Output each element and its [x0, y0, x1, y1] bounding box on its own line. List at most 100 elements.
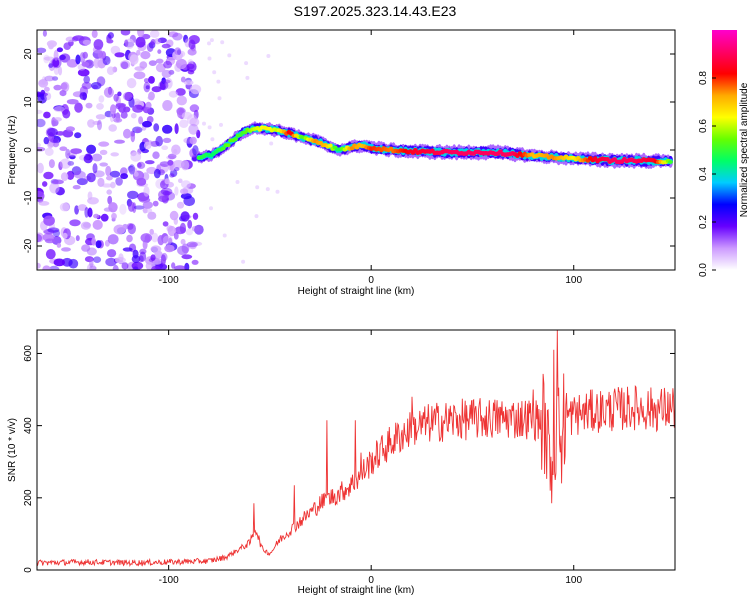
- noise-blob: [192, 145, 199, 156]
- noise-blob: [191, 156, 199, 162]
- noise-blob: [99, 162, 108, 167]
- noise-blob: [91, 153, 103, 162]
- noise-blob: [96, 76, 106, 87]
- noise-blob: [122, 247, 133, 252]
- colorbar: 0.0 0.2 0.4 0.6 0.8 Normalized spectral ampl…: [698, 30, 750, 277]
- y-tick-label: 0: [23, 567, 34, 573]
- colorbar-ticks: 0.0 0.2 0.4 0.6 0.8: [698, 71, 716, 277]
- snr-series: [37, 330, 675, 568]
- noise-blob: [81, 81, 92, 90]
- noise-blob: [161, 145, 169, 150]
- noise-blob: [43, 92, 52, 101]
- noise-blob: [130, 131, 136, 143]
- noise-blob: [216, 79, 221, 84]
- noise-blob: [171, 262, 176, 269]
- noise-blob: [183, 80, 194, 86]
- noise-blob: [114, 139, 125, 144]
- noise-blob: [162, 235, 173, 245]
- noise-blob: [138, 255, 144, 263]
- noise-blob: [44, 238, 56, 244]
- noise-blob: [51, 179, 64, 185]
- noise-blob: [107, 195, 113, 205]
- y-tick-label: 10: [23, 96, 34, 108]
- noise-blob: [188, 123, 199, 135]
- noise-blob: [89, 257, 94, 268]
- noise-blob: [128, 167, 138, 174]
- x-tick-label: 100: [565, 275, 582, 286]
- noise-blob: [145, 101, 152, 109]
- noise-blob: [140, 233, 153, 243]
- noise-blob: [133, 71, 146, 80]
- noise-blob: [53, 106, 65, 113]
- noise-blob: [162, 221, 169, 227]
- noise-blob: [82, 222, 92, 228]
- noise-blob: [51, 235, 62, 245]
- noise-blob: [58, 161, 63, 171]
- noise-blob: [124, 39, 129, 47]
- noise-blob: [119, 203, 127, 215]
- noise-blob: [137, 30, 145, 38]
- noise-blob: [189, 136, 197, 145]
- noise-blob: [110, 45, 121, 55]
- noise-blob: [43, 54, 50, 64]
- noise-blob: [176, 201, 185, 209]
- noise-blob: [143, 81, 151, 93]
- noise-blob: [87, 191, 93, 200]
- noise-blob: [117, 91, 122, 97]
- snr-xlabel: Height of straight line (km): [298, 585, 415, 596]
- ridge-cell: [668, 160, 673, 164]
- noise-blob: [174, 186, 179, 196]
- noise-blob: [91, 237, 97, 246]
- noise-blob: [93, 39, 104, 50]
- noise-blob: [43, 171, 54, 180]
- noise-blob: [220, 40, 225, 45]
- noise-blob: [160, 187, 173, 196]
- noise-blob: [130, 112, 137, 119]
- x-tick-label: 0: [368, 275, 374, 286]
- noise-blob: [59, 158, 71, 169]
- noise-blob: [131, 255, 141, 264]
- noise-blob: [180, 211, 190, 222]
- noise-blob: [62, 232, 68, 239]
- noise-blob: [116, 102, 126, 108]
- noise-blob: [157, 235, 165, 246]
- noise-blob: [150, 245, 162, 253]
- noise-blob: [269, 141, 274, 146]
- noise-blob: [59, 90, 67, 97]
- noise-blob: [83, 154, 93, 164]
- noise-blob: [92, 163, 98, 174]
- spectrogram-xlabel: Height of straight line (km): [298, 286, 415, 297]
- noise-blob: [82, 39, 92, 46]
- noise-blob: [87, 119, 95, 128]
- noise-blob: [174, 265, 186, 270]
- noise-blob: [47, 227, 60, 233]
- noise-blob: [37, 234, 43, 243]
- noise-blob: [107, 249, 117, 258]
- noise-blob: [76, 178, 88, 186]
- noise-blob: [49, 182, 60, 194]
- noise-blob: [160, 254, 166, 266]
- noise-blob: [275, 189, 280, 194]
- noise-blob: [56, 47, 64, 53]
- noise-blob: [164, 244, 175, 253]
- y-tick-label: -20: [23, 238, 34, 253]
- noise-blob: [97, 50, 107, 59]
- colorbar-tick-label: 0.0: [698, 263, 709, 277]
- spectrogram-noise: [37, 30, 280, 270]
- noise-blob: [51, 57, 62, 69]
- noise-blob: [158, 189, 170, 200]
- noise-blob: [153, 168, 161, 179]
- noise-blob: [167, 153, 177, 160]
- noise-blob: [175, 58, 187, 70]
- noise-blob: [84, 207, 89, 218]
- noise-blob: [53, 117, 62, 122]
- noise-blob: [133, 205, 145, 210]
- noise-blob: [37, 146, 46, 152]
- noise-blob: [66, 99, 79, 105]
- noise-blob: [91, 30, 98, 38]
- colorbar-gradient: [712, 30, 737, 270]
- noise-blob: [44, 147, 54, 156]
- noise-blob: [140, 51, 151, 60]
- noise-blob: [97, 177, 105, 187]
- noise-blob: [130, 151, 142, 162]
